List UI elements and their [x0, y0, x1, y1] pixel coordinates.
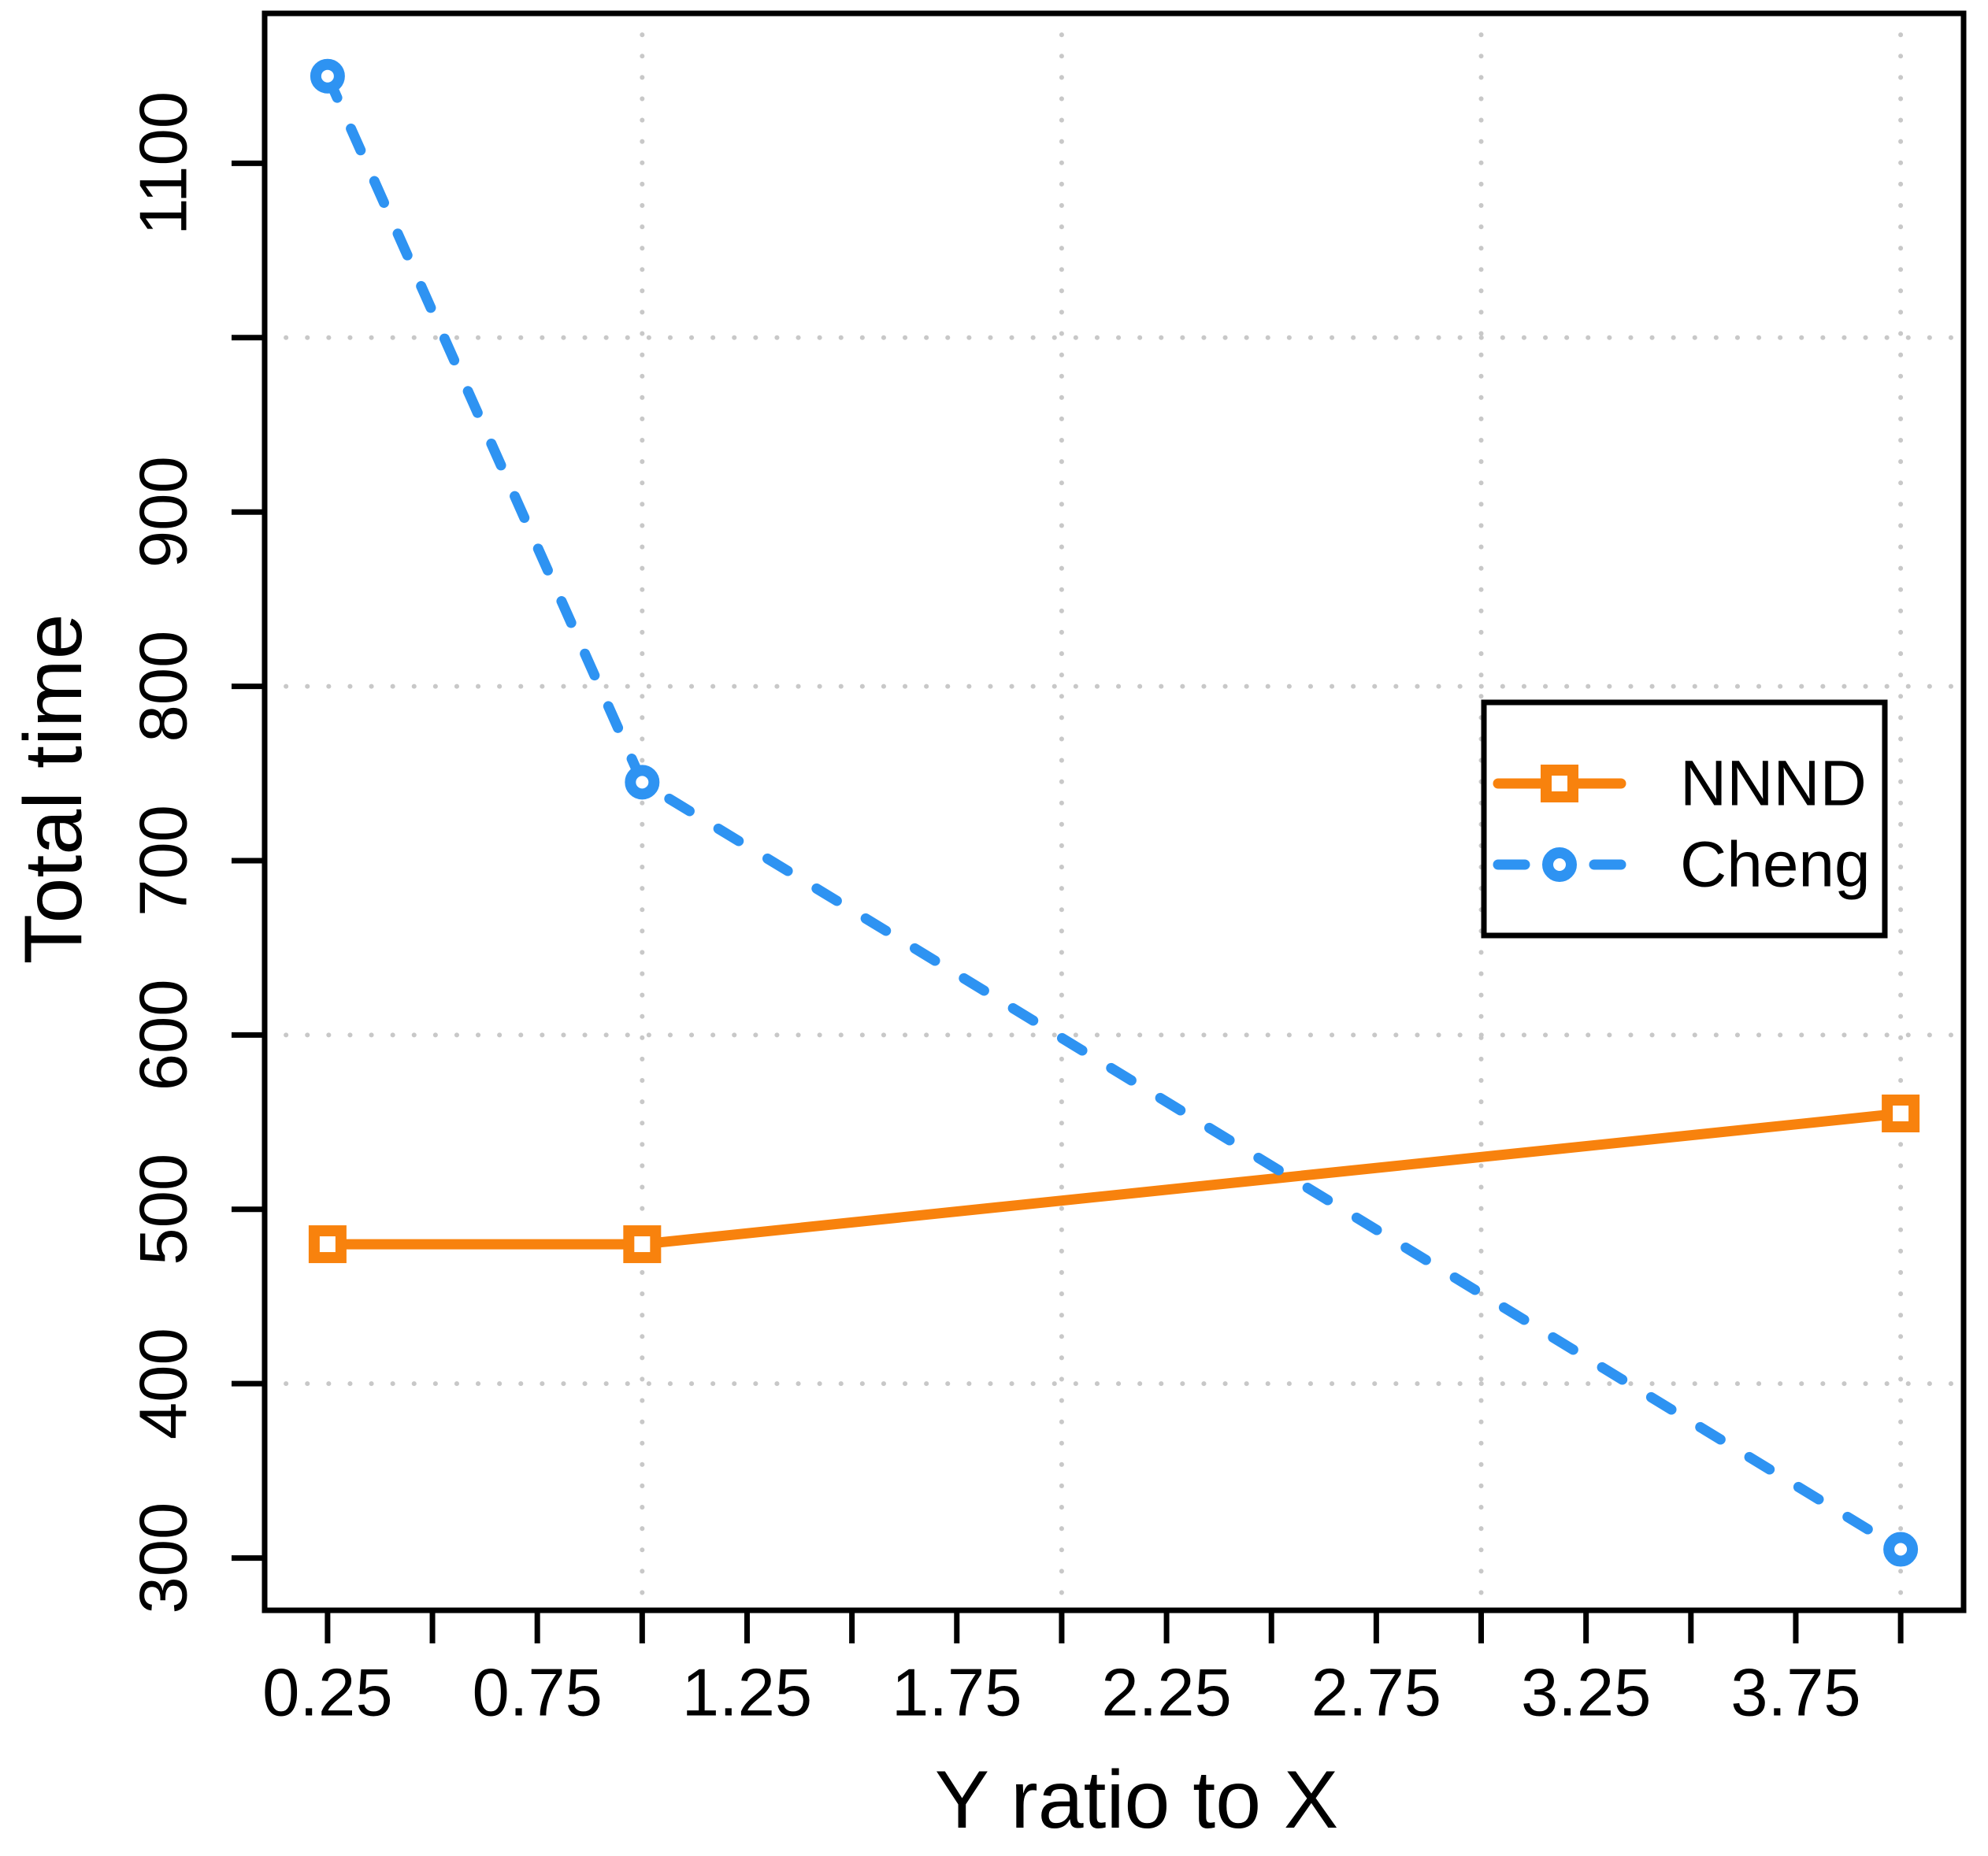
- x-tick-label: 0.75: [472, 1656, 602, 1731]
- x-tick-label: 3.25: [1521, 1656, 1651, 1731]
- y-tick-label: 600: [127, 979, 202, 1091]
- marker-square-nnnd: [1882, 1095, 1920, 1133]
- marker-square-nnnd: [308, 1225, 347, 1264]
- y-axis-title: Total time: [8, 613, 99, 964]
- x-tick-label: 1.25: [682, 1656, 812, 1731]
- series-line-nnnd: [322, 1108, 1906, 1250]
- y-tick-label: 700: [127, 805, 202, 917]
- y-tick-label: 1100: [127, 91, 202, 235]
- marker-circle-cheng: [1883, 1532, 1919, 1567]
- marker-circle-cheng: [310, 58, 345, 94]
- plot-border: [261, 10, 1967, 1613]
- y-tick-label: 900: [127, 456, 202, 568]
- y-tick-label: 300: [127, 1502, 202, 1614]
- x-tick-label: 1.75: [892, 1656, 1022, 1731]
- x-axis-title: Y ratio to X: [935, 1754, 1339, 1846]
- y-tick-label: 400: [127, 1328, 202, 1439]
- y-tick-label: 800: [127, 631, 202, 743]
- marker-circle-cheng: [625, 765, 660, 800]
- legend-label-nnnd: NNND: [1680, 748, 1867, 820]
- marker-circle-cheng: [1542, 847, 1577, 882]
- y-tick-label: 500: [127, 1154, 202, 1265]
- legend-box: [1481, 699, 1888, 939]
- x-tick-label: 2.75: [1311, 1656, 1441, 1731]
- legend-label-cheng: Cheng: [1680, 829, 1871, 901]
- x-tick-label: 0.25: [262, 1656, 392, 1731]
- marker-square-nnnd: [623, 1225, 662, 1264]
- marker-square-nnnd: [1541, 765, 1578, 802]
- x-tick-label: 2.25: [1101, 1656, 1231, 1731]
- x-tick-label: 3.75: [1730, 1656, 1860, 1731]
